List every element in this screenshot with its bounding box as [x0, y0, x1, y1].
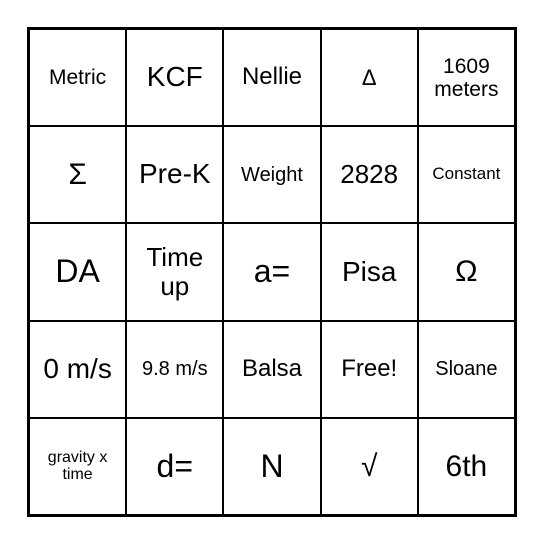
cell-0-2: Nellie [223, 29, 320, 126]
cell-4-3: √ [321, 418, 418, 515]
cell-0-4: 1609 meters [418, 29, 515, 126]
cell-text: gravity x time [34, 449, 121, 484]
cell-text: KCF [147, 62, 203, 93]
cell-4-4: 6th [418, 418, 515, 515]
cell-2-4: Ω [418, 223, 515, 320]
cell-text: 2828 [340, 160, 398, 189]
cell-1-0: Σ [29, 126, 126, 223]
cell-2-1: Time up [126, 223, 223, 320]
cell-text: Σ [68, 158, 87, 191]
cell-2-2: a= [223, 223, 320, 320]
cell-text: Time up [131, 243, 218, 300]
cell-text: Ω [455, 255, 477, 288]
cell-text: DA [55, 254, 99, 289]
cell-text: 1609 meters [423, 55, 510, 101]
cell-text: N [260, 449, 283, 484]
cell-text: Balsa [242, 356, 302, 382]
bingo-grid: Metric KCF Nellie Δ 1609 meters Σ Pre-K … [27, 27, 517, 517]
cell-1-1: Pre-K [126, 126, 223, 223]
cell-text: Pisa [342, 257, 396, 288]
cell-2-3: Pisa [321, 223, 418, 320]
cell-0-3: Δ [321, 29, 418, 126]
cell-1-3: 2828 [321, 126, 418, 223]
cell-4-2: N [223, 418, 320, 515]
cell-3-0: 0 m/s [29, 321, 126, 418]
cell-3-1: 9.8 m/s [126, 321, 223, 418]
cell-text: 6th [446, 450, 488, 483]
cell-text: Metric [49, 66, 106, 89]
cell-text: Δ [362, 66, 377, 90]
cell-text: Weight [241, 164, 303, 186]
cell-4-1: d= [126, 418, 223, 515]
cell-0-0: Metric [29, 29, 126, 126]
cell-3-4: Sloane [418, 321, 515, 418]
cell-0-1: KCF [126, 29, 223, 126]
cell-4-0: gravity x time [29, 418, 126, 515]
cell-text: Constant [432, 165, 500, 184]
cell-text: Free! [341, 356, 397, 382]
cell-2-0: DA [29, 223, 126, 320]
cell-text: √ [361, 450, 377, 483]
cell-1-2: Weight [223, 126, 320, 223]
cell-text: a= [254, 254, 290, 289]
cell-text: 9.8 m/s [142, 358, 208, 380]
cell-text: Pre-K [139, 159, 211, 190]
cell-3-2: Balsa [223, 321, 320, 418]
cell-text: Sloane [435, 358, 497, 380]
cell-text: d= [157, 449, 193, 484]
cell-text: Nellie [242, 64, 302, 90]
cell-3-3: Free! [321, 321, 418, 418]
cell-1-4: Constant [418, 126, 515, 223]
cell-text: 0 m/s [43, 354, 111, 385]
